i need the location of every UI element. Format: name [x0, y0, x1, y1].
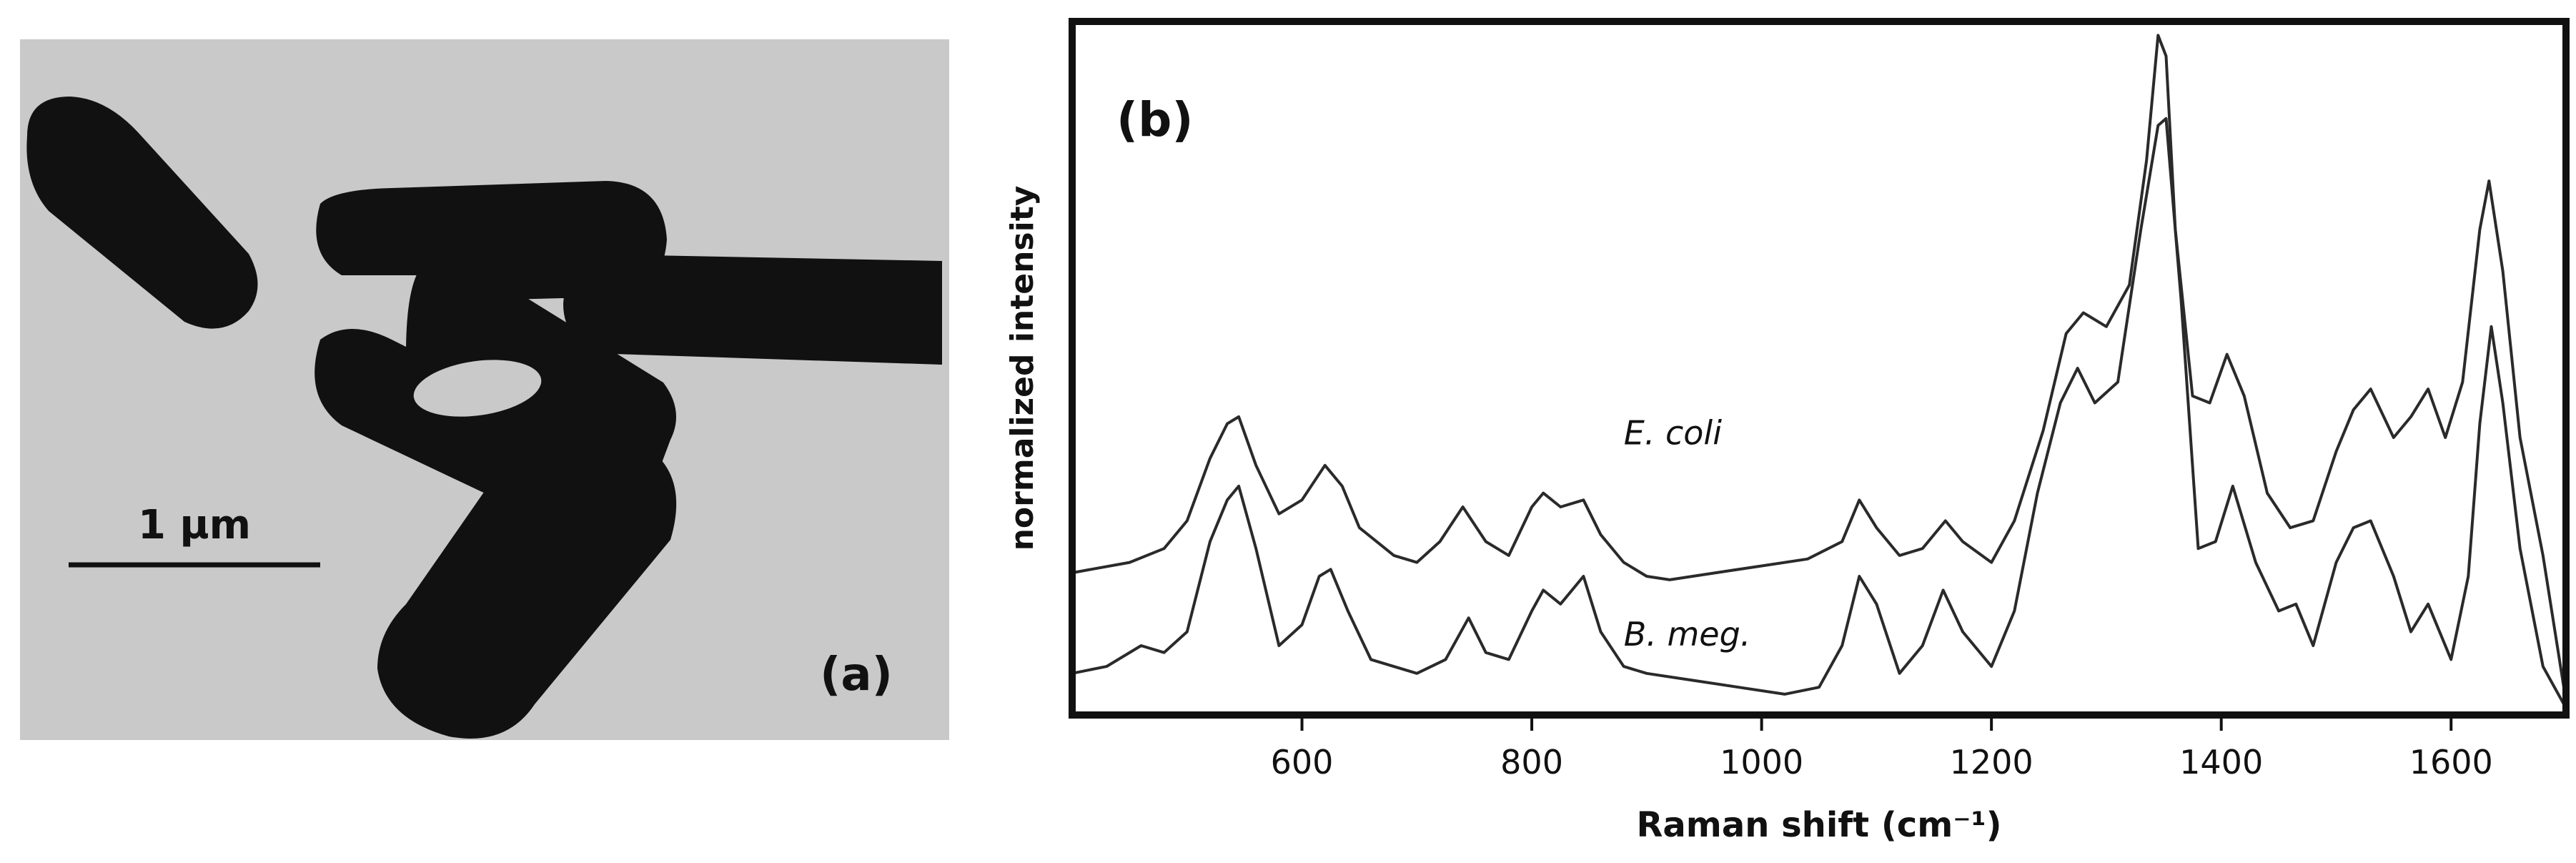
- panel-b-label: (b): [1116, 92, 1194, 147]
- series-label-e-coli: E. coli: [1624, 414, 1723, 453]
- scale-bar-label: 1 µm: [138, 502, 251, 548]
- series-label-b-meg: B. meg.: [1624, 615, 1751, 654]
- x-tick-label: 600: [1271, 743, 1334, 781]
- x-tick-label: 1600: [2409, 743, 2493, 781]
- x-tick-label: 1400: [2179, 743, 2263, 781]
- panel-a-label: (a): [820, 649, 893, 701]
- bacterial-cells: [26, 97, 942, 739]
- series-line-e-coli: [1071, 34, 2567, 701]
- x-tick-label: 1200: [1950, 743, 2033, 781]
- micrograph-image: 1 µm (a): [20, 39, 949, 740]
- x-tick-label: 1000: [1720, 743, 1803, 781]
- raman-chart: normalized intensity Raman shift (cm⁻¹) …: [1004, 18, 2570, 845]
- micrograph-panel: 1 µm (a): [20, 39, 949, 740]
- series-layer: [1071, 34, 2567, 709]
- raman-chart-panel: normalized intensity Raman shift (cm⁻¹) …: [994, 0, 2576, 859]
- x-tick-label: 800: [1500, 743, 1563, 781]
- plot-frame: [1069, 18, 2570, 719]
- series-line-b-meg: [1071, 117, 2567, 709]
- x-axis-ticks: 600 800 1000 1200 1400 1600: [1271, 715, 2493, 781]
- y-axis-label: normalized intensity: [1004, 186, 1041, 551]
- micrograph-gap: [413, 360, 542, 417]
- x-axis-label: Raman shift (cm⁻¹): [1636, 805, 2001, 845]
